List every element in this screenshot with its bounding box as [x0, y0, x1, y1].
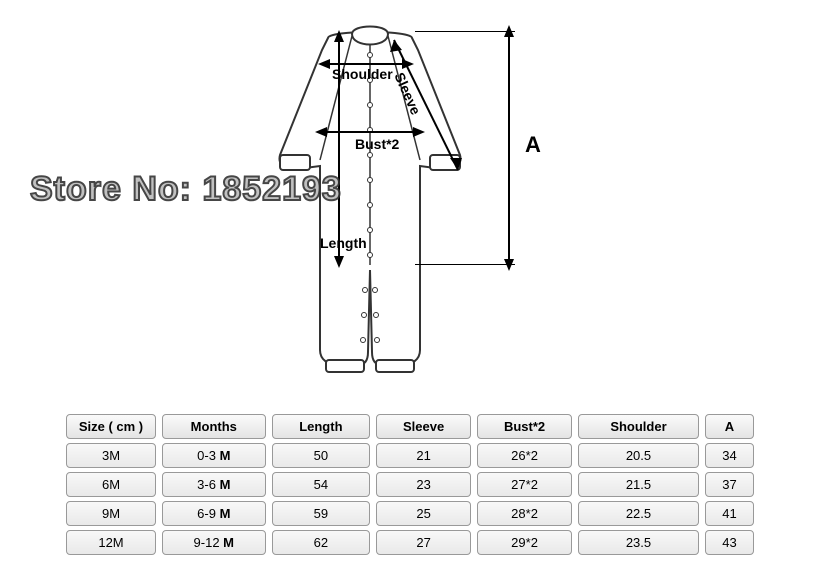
- label-length: Length: [320, 235, 367, 251]
- table-cell: 21.5: [578, 472, 699, 497]
- table-cell: 12M: [66, 530, 156, 555]
- table-body: 3M0-3 M502126*220.534 6M3-6 M542327*221.5…: [66, 443, 754, 555]
- table-cell: 28*2: [477, 501, 572, 526]
- th-months: Months: [162, 414, 266, 439]
- th-A: A: [705, 414, 754, 439]
- table-row: 12M9-12 M622729*223.543: [66, 530, 754, 555]
- table-cell: 6M: [66, 472, 156, 497]
- table-cell: 9-12 M: [162, 530, 266, 555]
- th-size: Size ( cm ): [66, 414, 156, 439]
- label-bust: Bust*2: [355, 136, 399, 152]
- table-cell: 29*2: [477, 530, 572, 555]
- table-cell: 37: [705, 472, 754, 497]
- th-shoulder: Shoulder: [578, 414, 699, 439]
- table-cell: 3-6 M: [162, 472, 266, 497]
- table-row: 9M6-9 M592528*222.541: [66, 501, 754, 526]
- table-header-row: Size ( cm ) Months Length Sleeve Bust*2 …: [66, 414, 754, 439]
- table-cell: 62: [272, 530, 371, 555]
- table-cell: 34: [705, 443, 754, 468]
- table-cell: 26*2: [477, 443, 572, 468]
- table-cell: 59: [272, 501, 371, 526]
- size-table-area: Size ( cm ) Months Length Sleeve Bust*2 …: [60, 410, 760, 559]
- table-cell: 27: [376, 530, 471, 555]
- table-cell: 23.5: [578, 530, 699, 555]
- th-bust: Bust*2: [477, 414, 572, 439]
- table-cell: 3M: [66, 443, 156, 468]
- table-cell: 41: [705, 501, 754, 526]
- diagram-area: Shoulder Sleeve Bust*2 Length A Store No…: [0, 10, 822, 390]
- label-A: A: [525, 132, 541, 158]
- sleeve-arrow: [380, 30, 490, 190]
- table-cell: 0-3 M: [162, 443, 266, 468]
- size-table: Size ( cm ) Months Length Sleeve Bust*2 …: [60, 410, 760, 559]
- table-cell: 22.5: [578, 501, 699, 526]
- table-row: 6M3-6 M542327*221.537: [66, 472, 754, 497]
- table-cell: 23: [376, 472, 471, 497]
- table-cell: 25: [376, 501, 471, 526]
- table-cell: 54: [272, 472, 371, 497]
- th-length: Length: [272, 414, 371, 439]
- table-cell: 50: [272, 443, 371, 468]
- table-cell: 21: [376, 443, 471, 468]
- table-cell: 6-9 M: [162, 501, 266, 526]
- table-cell: 43: [705, 530, 754, 555]
- table-cell: 27*2: [477, 472, 572, 497]
- table-cell: 20.5: [578, 443, 699, 468]
- table-row: 3M0-3 M502126*220.534: [66, 443, 754, 468]
- table-cell: 9M: [66, 501, 156, 526]
- th-sleeve: Sleeve: [376, 414, 471, 439]
